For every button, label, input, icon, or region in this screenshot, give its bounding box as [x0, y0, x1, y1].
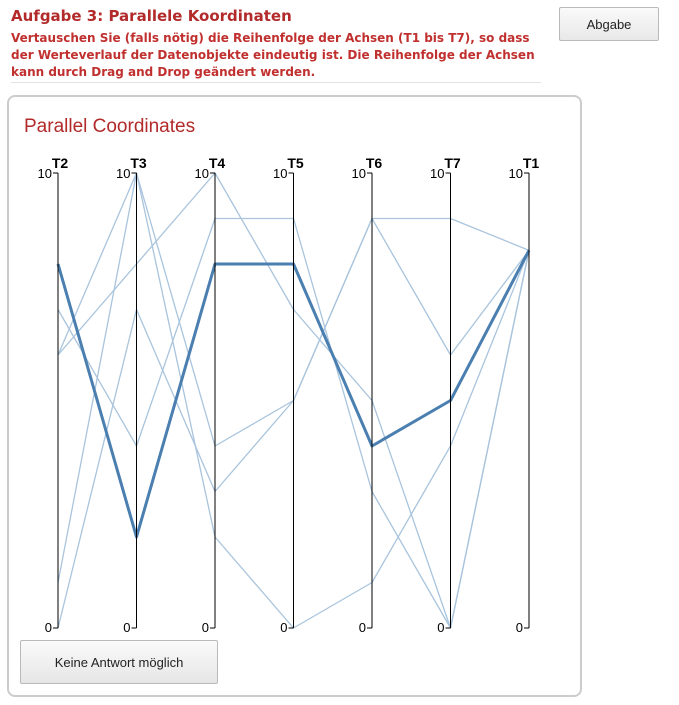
submit-button[interactable]: Abgabe: [559, 7, 659, 41]
tick-label-max: 10: [430, 166, 444, 181]
task-description: Vertauschen Sie (falls nötig) die Reihen…: [11, 31, 535, 79]
tick-label-min: 0: [202, 620, 209, 635]
tick-label-max: 10: [509, 166, 523, 181]
tick-label-max: 10: [273, 166, 287, 181]
axis-label-t6[interactable]: T6: [366, 155, 383, 171]
tick-label-max: 10: [116, 166, 130, 181]
axis-label-t3[interactable]: T3: [130, 155, 147, 171]
tick-label-max: 10: [352, 166, 366, 181]
tick-label-min: 0: [437, 620, 444, 635]
axis-label-t1[interactable]: T1: [523, 155, 540, 171]
tick-label-min: 0: [45, 620, 52, 635]
axis-label-t5[interactable]: T5: [287, 155, 304, 171]
tick-label-min: 0: [516, 620, 523, 635]
tick-label-min: 0: [280, 620, 287, 635]
axis-label-t4[interactable]: T4: [209, 155, 226, 171]
task-title: Aufgabe 3: Parallele Koordinaten: [11, 7, 292, 25]
chart-title: Parallel Coordinates: [24, 116, 196, 137]
no-answer-button[interactable]: Keine Antwort möglich: [20, 640, 218, 684]
axis-label-t2[interactable]: T2: [52, 155, 69, 171]
tick-label-max: 10: [38, 166, 52, 181]
header-divider: [11, 82, 541, 83]
tick-label-min: 0: [123, 620, 130, 635]
chart-panel: [7, 95, 582, 697]
axis-label-t7[interactable]: T7: [444, 155, 461, 171]
tick-label-max: 10: [195, 166, 209, 181]
tick-label-min: 0: [359, 620, 366, 635]
